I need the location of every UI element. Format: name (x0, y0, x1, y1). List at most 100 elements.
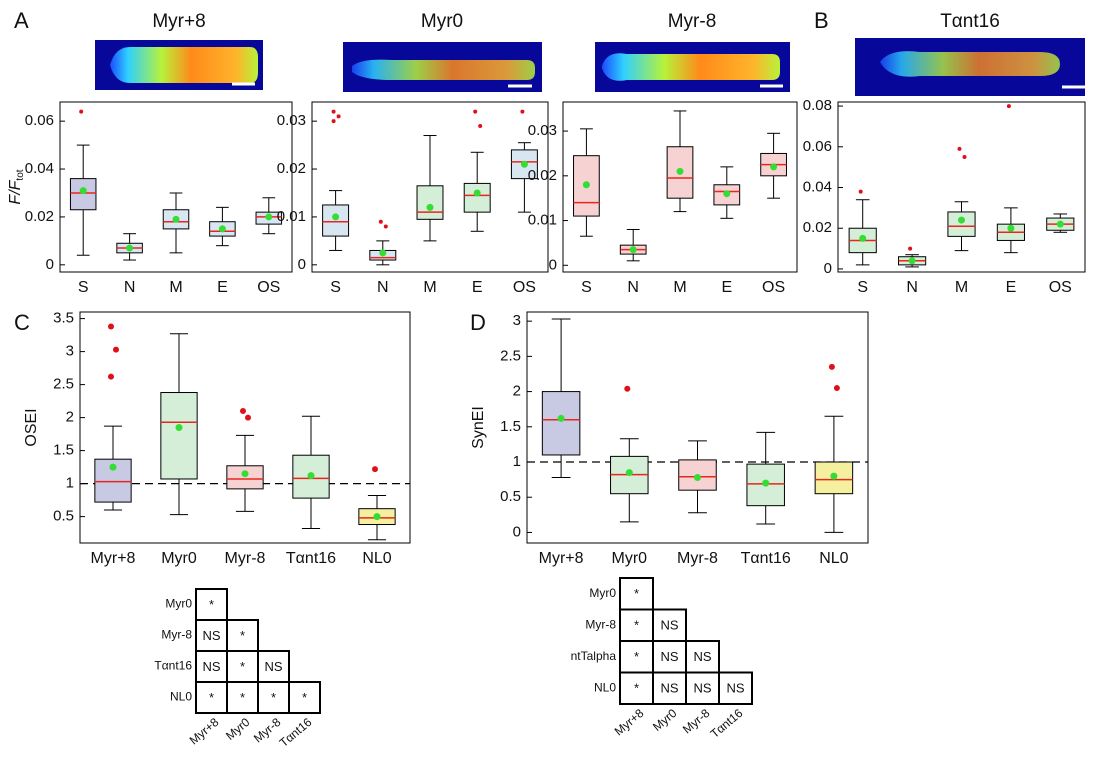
cell-text: * (271, 690, 276, 705)
y-tick-label: 1.5 (500, 418, 521, 435)
mean (474, 189, 481, 196)
row-label: ntTalpha (571, 649, 617, 663)
y-tick-label: 0 (513, 523, 521, 540)
chart-title: Myr0 (421, 11, 463, 32)
mean (379, 249, 386, 256)
row-label: Myr-8 (585, 617, 616, 631)
cell-text: NS (202, 659, 220, 674)
y-tick-label: 2.5 (53, 376, 74, 393)
mean (126, 245, 133, 252)
y-tick-label: 0.03 (277, 112, 306, 129)
y-axis-label: F/Ftot (7, 169, 25, 204)
panel-label: B (814, 8, 829, 33)
x-tick-label: N (124, 279, 136, 296)
mean (332, 213, 339, 220)
cell-shape (880, 51, 1060, 77)
x-tick-label: E (721, 279, 732, 296)
y-tick-label: 0.03 (528, 122, 557, 139)
y-axis-label-main: SynEI (470, 406, 487, 449)
panel-label: D (470, 310, 486, 335)
row-label: Myr0 (165, 597, 192, 611)
mean (630, 246, 637, 253)
mean (583, 181, 590, 188)
x-tick-label: S (857, 279, 868, 296)
mean (374, 513, 381, 520)
mean (176, 424, 183, 431)
y-tick-label: 0.01 (277, 208, 306, 225)
y-axis-label-main: OSEI (23, 408, 40, 446)
x-tick-label: S (330, 279, 341, 296)
cell-text: * (634, 586, 639, 601)
column-label: Myr+8 (612, 706, 647, 739)
column-label: Myr0 (650, 706, 680, 734)
row-label: Myr0 (589, 586, 616, 600)
x-tick-label: N (377, 279, 389, 296)
y-tick-label: 0 (824, 260, 832, 277)
mean (677, 168, 684, 175)
x-tick-label: E (472, 279, 483, 296)
outlier (963, 155, 967, 159)
box (542, 392, 580, 455)
cell-text: * (240, 659, 245, 674)
chart-title: Myr-8 (668, 11, 717, 32)
y-tick-label: 0.06 (25, 112, 54, 129)
cell-text: * (240, 628, 245, 643)
y-axis-label-sub: tot (15, 169, 26, 180)
x-tick-label: OS (762, 279, 785, 296)
cell-text: * (634, 681, 639, 696)
mean (762, 480, 769, 487)
x-tick-label: Tαnt16 (286, 550, 336, 567)
mean (427, 204, 434, 211)
x-tick-label: NL0 (819, 550, 848, 567)
mean (219, 225, 226, 232)
box (417, 186, 443, 220)
y-tick-label: 2 (66, 409, 74, 426)
x-tick-label: N (627, 279, 639, 296)
cell-text: * (240, 690, 245, 705)
x-tick-label: OS (257, 279, 280, 296)
cell-text: NS (660, 681, 678, 696)
outlier (834, 385, 840, 391)
y-tick-label: 0.08 (803, 97, 832, 114)
x-tick-label: NL0 (362, 550, 391, 567)
y-tick-label: 2 (513, 383, 521, 400)
y-tick-label: 3 (513, 312, 521, 329)
y-tick-label: 0.02 (25, 208, 54, 225)
box (227, 466, 263, 489)
outlier (859, 190, 863, 194)
mean (110, 464, 117, 471)
mean (1007, 225, 1014, 232)
x-tick-label: Myr0 (612, 550, 648, 567)
cell-text: NS (693, 681, 711, 696)
cell-text: * (302, 690, 307, 705)
x-tick-label: Myr+8 (91, 550, 136, 567)
outlier (245, 415, 251, 421)
x-tick-label: Myr-8 (677, 550, 718, 567)
x-tick-label: S (78, 279, 89, 296)
x-tick-label: M (423, 279, 436, 296)
box (70, 179, 96, 210)
mean (558, 415, 565, 422)
column-label: Myr0 (223, 715, 253, 743)
outlier (332, 119, 336, 123)
mean (909, 257, 916, 264)
cell-images (95, 38, 1085, 96)
mean (173, 216, 180, 223)
y-tick-label: 0.04 (803, 178, 832, 195)
x-tick-label: Tαnt16 (741, 550, 791, 567)
cell-text: NS (660, 618, 678, 633)
box (464, 183, 490, 212)
y-axis-label: OSEI (23, 408, 40, 446)
panel-label: C (14, 310, 30, 335)
x-tick-label: OS (1049, 279, 1072, 296)
outlier (473, 110, 477, 114)
outlier (79, 110, 83, 114)
column-label: Tαnt16 (277, 715, 315, 750)
chart-title: Tαnt16 (940, 11, 1000, 32)
y-tick-label: 0.02 (528, 167, 557, 184)
mean (265, 213, 272, 220)
outlier (240, 408, 246, 414)
figure: A B C D SNMEOS00.020.040.06Myr+8F/FtotSN… (0, 0, 1094, 758)
outlier (1007, 104, 1011, 108)
cell-text: * (634, 618, 639, 633)
